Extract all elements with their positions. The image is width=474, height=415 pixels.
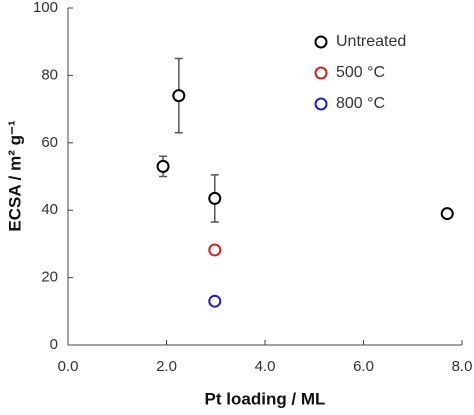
y-tick-label: 0 (50, 336, 58, 353)
x-tick-label: 2.0 (156, 358, 177, 375)
y-axis-title: ECSA / m² g⁻¹ (5, 120, 24, 232)
point (440, 207, 454, 221)
y-tick-label: 100 (33, 0, 58, 16)
point (208, 294, 222, 308)
legend-marker (314, 66, 328, 80)
point (208, 191, 222, 205)
legend-label: 800 °C (336, 95, 385, 112)
y-tick-label: 40 (41, 201, 58, 218)
x-tick-label: 0.0 (58, 358, 79, 375)
y-tick-label: 20 (41, 269, 58, 286)
x-tick-label: 8.0 (452, 358, 473, 375)
point (208, 243, 222, 257)
legend-label: 500 °C (336, 64, 385, 81)
legend-marker (314, 97, 328, 111)
legend-marker (314, 35, 328, 49)
x-axis-title: Pt loading / ML (205, 389, 326, 408)
legend-label: Untreated (336, 33, 406, 50)
y-tick-label: 60 (41, 134, 58, 151)
point (172, 89, 186, 103)
y-tick-label: 80 (41, 66, 58, 83)
x-tick-label: 6.0 (353, 358, 374, 375)
point (156, 159, 170, 173)
x-tick-label: 4.0 (255, 358, 276, 375)
